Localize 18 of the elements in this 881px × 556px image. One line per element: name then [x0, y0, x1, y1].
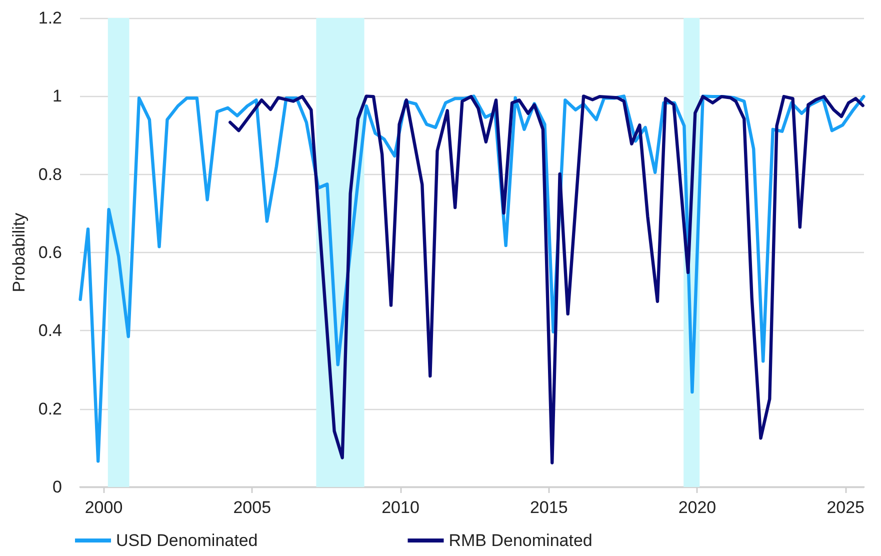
x-tick-label: 2025: [826, 498, 865, 517]
x-tick-label: 2000: [84, 498, 123, 517]
y-tick-label: 0.6: [38, 243, 62, 262]
legend-label: RMB Denominated: [448, 531, 592, 550]
x-tick-label: 2015: [530, 498, 568, 517]
y-tick-label: 0: [52, 478, 62, 496]
line-series: [78, 94, 866, 463]
y-tick-label: 0.4: [38, 321, 62, 340]
x-tick-label: 2005: [233, 498, 272, 517]
y-axis-title: Probability: [9, 212, 28, 292]
legend-label: USD Denominated: [116, 531, 258, 550]
x-tick-label: 2010: [382, 498, 420, 517]
y-tick-label: 1.2: [38, 8, 62, 28]
x-tick-label: 2020: [678, 498, 716, 517]
y-tick-label: 0.8: [38, 164, 62, 184]
line-series: [228, 94, 864, 464]
y-tick-label: 0.2: [38, 399, 62, 418]
y-tick-label: 1: [52, 86, 62, 106]
